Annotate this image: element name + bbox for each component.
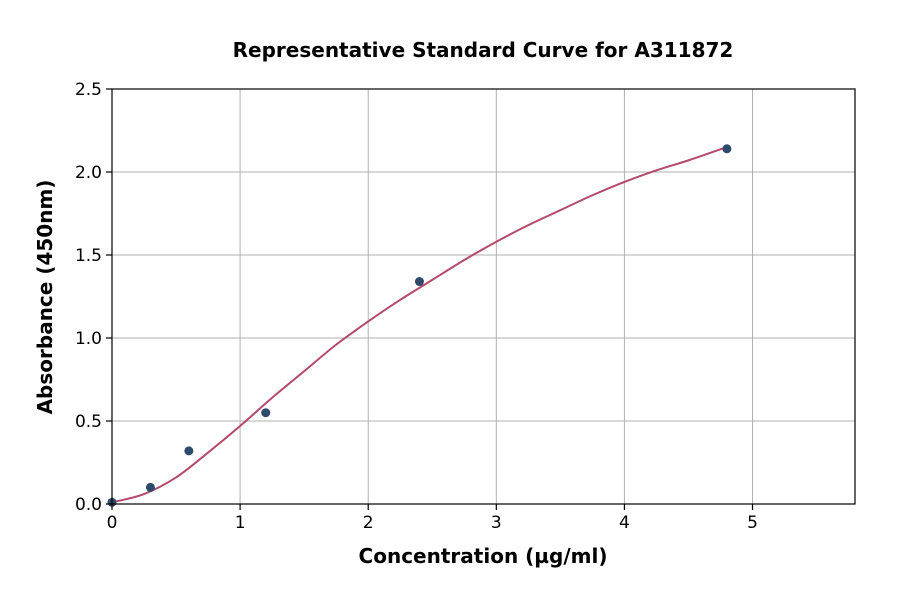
fit-curve-line — [111, 146, 728, 504]
data-points-layer — [107, 144, 732, 507]
data-point — [722, 144, 732, 154]
y-tick-label: 0.0 — [75, 495, 102, 515]
plot-frame — [111, 88, 856, 505]
x-tick-label: 3 — [491, 513, 502, 533]
y-tick-label: 2.0 — [75, 163, 102, 183]
chart-title: Representative Standard Curve for A31187… — [233, 38, 734, 62]
y-tick-label: 2.5 — [75, 80, 102, 100]
y-tick-label: 0.5 — [75, 412, 102, 432]
y-axis-ticks: 0.0 0.5 1.0 1.5 2.0 2.5 — [75, 80, 112, 515]
data-point — [184, 446, 194, 456]
y-axis-label: Absorbance (450nm) — [33, 180, 57, 415]
y-tick-label: 1.5 — [75, 246, 102, 266]
x-tick-label: 5 — [747, 513, 758, 533]
x-tick-label: 4 — [619, 513, 630, 533]
x-axis-ticks: 0 1 2 3 4 5 — [107, 504, 758, 533]
x-tick-label: 0 — [107, 513, 118, 533]
x-tick-label: 1 — [235, 513, 246, 533]
data-point — [145, 482, 155, 492]
x-axis-label: Concentration (µg/ml) — [359, 544, 608, 568]
y-tick-label: 1.0 — [75, 329, 102, 349]
grid — [111, 88, 855, 505]
fit-curve-layer — [111, 146, 728, 504]
x-tick-label: 2 — [363, 513, 374, 533]
data-point — [261, 408, 271, 418]
data-point — [414, 277, 424, 287]
